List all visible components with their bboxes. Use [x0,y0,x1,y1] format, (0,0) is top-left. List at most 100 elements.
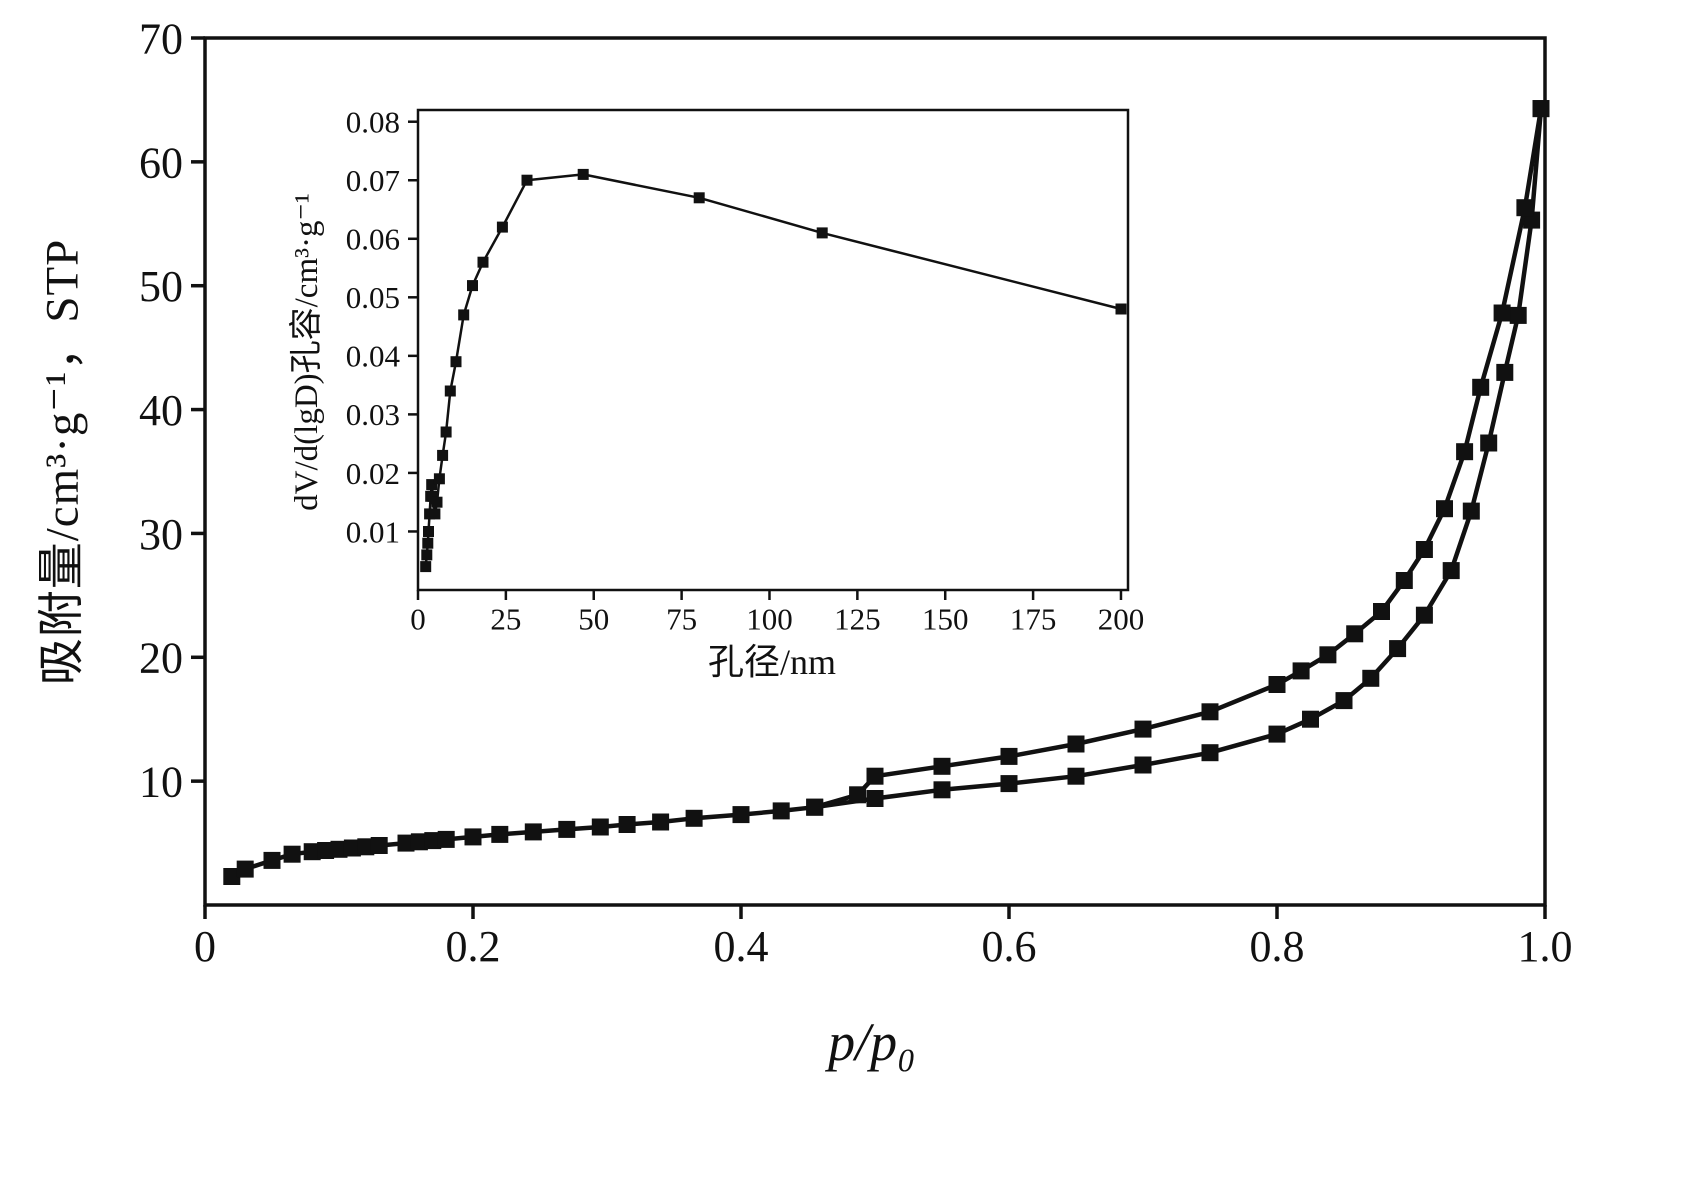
adsorption-branch-marker [370,837,388,854]
pore-size-distribution-marker [458,309,470,321]
pore-size-distribution-marker [521,174,533,186]
adsorption-branch-marker [732,806,750,824]
adsorption-branch-marker [1201,744,1219,762]
inset-y-tick-label: 0.04 [346,339,401,374]
main-y-axis-label: 吸附量/cm³·g⁻¹，STP [36,238,89,686]
main-y-tick-label: 20 [139,634,183,683]
main-x-tick-label: 0.4 [714,922,769,971]
desorption-branch-marker [1436,500,1453,518]
desorption-branch-marker [1067,735,1085,753]
adsorption-branch-marker [1509,306,1527,324]
adsorption-branch-marker [1480,434,1498,452]
adsorption-branch-marker [1302,710,1319,728]
pore-size-distribution-marker [420,561,432,573]
pore-size-distribution-marker [444,385,456,397]
adsorption-branch-marker [618,816,636,833]
adsorption-branch-marker [424,832,442,850]
pore-size-distribution-marker [440,426,452,438]
desorption-branch-marker [866,767,884,785]
desorption-branch-marker [849,786,867,804]
adsorption-branch-marker [1268,725,1286,743]
inset-x-tick-label: 125 [834,601,881,636]
inset-plot: 0 25 50 75 100 125 150 175 200 0.01 0.02 0.03 0.04 0.… [346,105,1144,637]
desorption-branch-marker [1346,625,1364,643]
adsorption-branch-marker [491,825,509,843]
main-y-tick-label: 50 [139,262,183,311]
desorption-branch-marker [1415,541,1433,558]
pore-size-distribution-marker [423,526,434,537]
adsorption-branch-marker [464,828,482,846]
desorption-branch-marker [1134,720,1152,738]
inset-y-tick-label: 0.01 [346,514,400,549]
main-y-tick-label: 30 [139,510,183,559]
adsorption-branch-marker [1362,669,1380,687]
adsorption-branch-marker [343,839,361,857]
desorption-branch-marker [1201,703,1219,721]
desorption-branch-marker [1292,662,1310,680]
pore-size-distribution-marker [577,168,589,180]
desorption-branch-marker [1000,747,1018,765]
adsorption-branch-marker [1067,767,1085,785]
inset-y-axis-label: dV/d(lgD)孔容/cm³·g⁻¹ [289,193,325,511]
adsorption-branch-marker [558,820,576,838]
pore-size-distribution-marker [421,549,433,561]
adsorption-branch-marker [524,823,542,841]
desorption-branch-marker [806,798,824,816]
inset-x-tick-label: 0 [410,601,426,636]
pore-size-distribution-marker [422,537,434,549]
adsorption-branch-marker [223,868,241,885]
main-y-tick-label: 60 [139,138,183,187]
adsorption-branch-marker [263,851,281,869]
adsorption-branch-marker [236,860,254,878]
adsorption-branch-marker [317,842,335,859]
pore-size-distribution-marker [450,356,462,368]
desorption-branch-marker [1319,646,1337,664]
desorption-branch-marker [1395,572,1413,589]
pore-size-distribution-marker [467,280,478,292]
desorption-branch-marker [1516,199,1534,217]
inset-x-tick-label: 200 [1098,601,1145,636]
adsorption-branch-marker [1496,363,1514,381]
inset-y-tick-label: 0.08 [346,105,400,140]
adsorption-branch-marker [1389,640,1407,658]
desorption-branch-marker [1472,378,1490,396]
adsorption-branch-marker [1134,756,1152,774]
pore-size-distribution-marker [693,192,705,204]
main-x-tick-label: 0.6 [982,922,1037,971]
inset-plot-box [416,108,1130,592]
pore-size-distribution-marker [431,496,443,508]
main-x-tick-label: 1.0 [1518,922,1573,971]
adsorption-branch-marker [303,843,321,861]
inset-y-tick-label: 0.07 [346,163,400,198]
desorption-branch-marker [1268,676,1286,693]
adsorption-branch-marker [591,818,609,836]
pore-size-distribution-marker [1115,303,1127,315]
desorption-branch-marker [1493,304,1511,322]
main-x-tick-label: 0.2 [446,922,501,971]
inset-x-tick-label: 25 [490,601,521,636]
adsorption-branch-marker [1462,502,1480,520]
pore-size-distribution-marker [496,221,508,233]
adsorption-branch-marker [933,781,951,799]
pore-size-distribution-marker [816,227,828,239]
inset-y-tick-label: 0.02 [346,456,400,491]
pore-size-distribution-marker [426,479,438,491]
pore-size-distribution-marker [477,256,489,268]
main-y-tick-label: 70 [139,14,183,63]
desorption-branch-marker [1532,100,1550,118]
desorption-branch-marker [933,757,951,775]
inset-x-tick-label: 75 [666,601,697,636]
adsorption-branch-marker [1335,692,1353,710]
pore-size-distribution-marker [427,490,439,502]
pore-size-distribution-marker [429,508,441,520]
adsorption-branch-marker [330,840,348,858]
inset-x-tick-label: 175 [1010,601,1057,636]
main-x-tick-label: 0.8 [1250,922,1305,971]
inset-x-tick-label: 100 [746,601,793,636]
main-y-tick-label: 40 [139,386,183,435]
adsorption-branch-marker [1415,606,1433,624]
main-x-tick-label: 0 [194,922,216,971]
pore-size-distribution-marker [437,449,449,461]
